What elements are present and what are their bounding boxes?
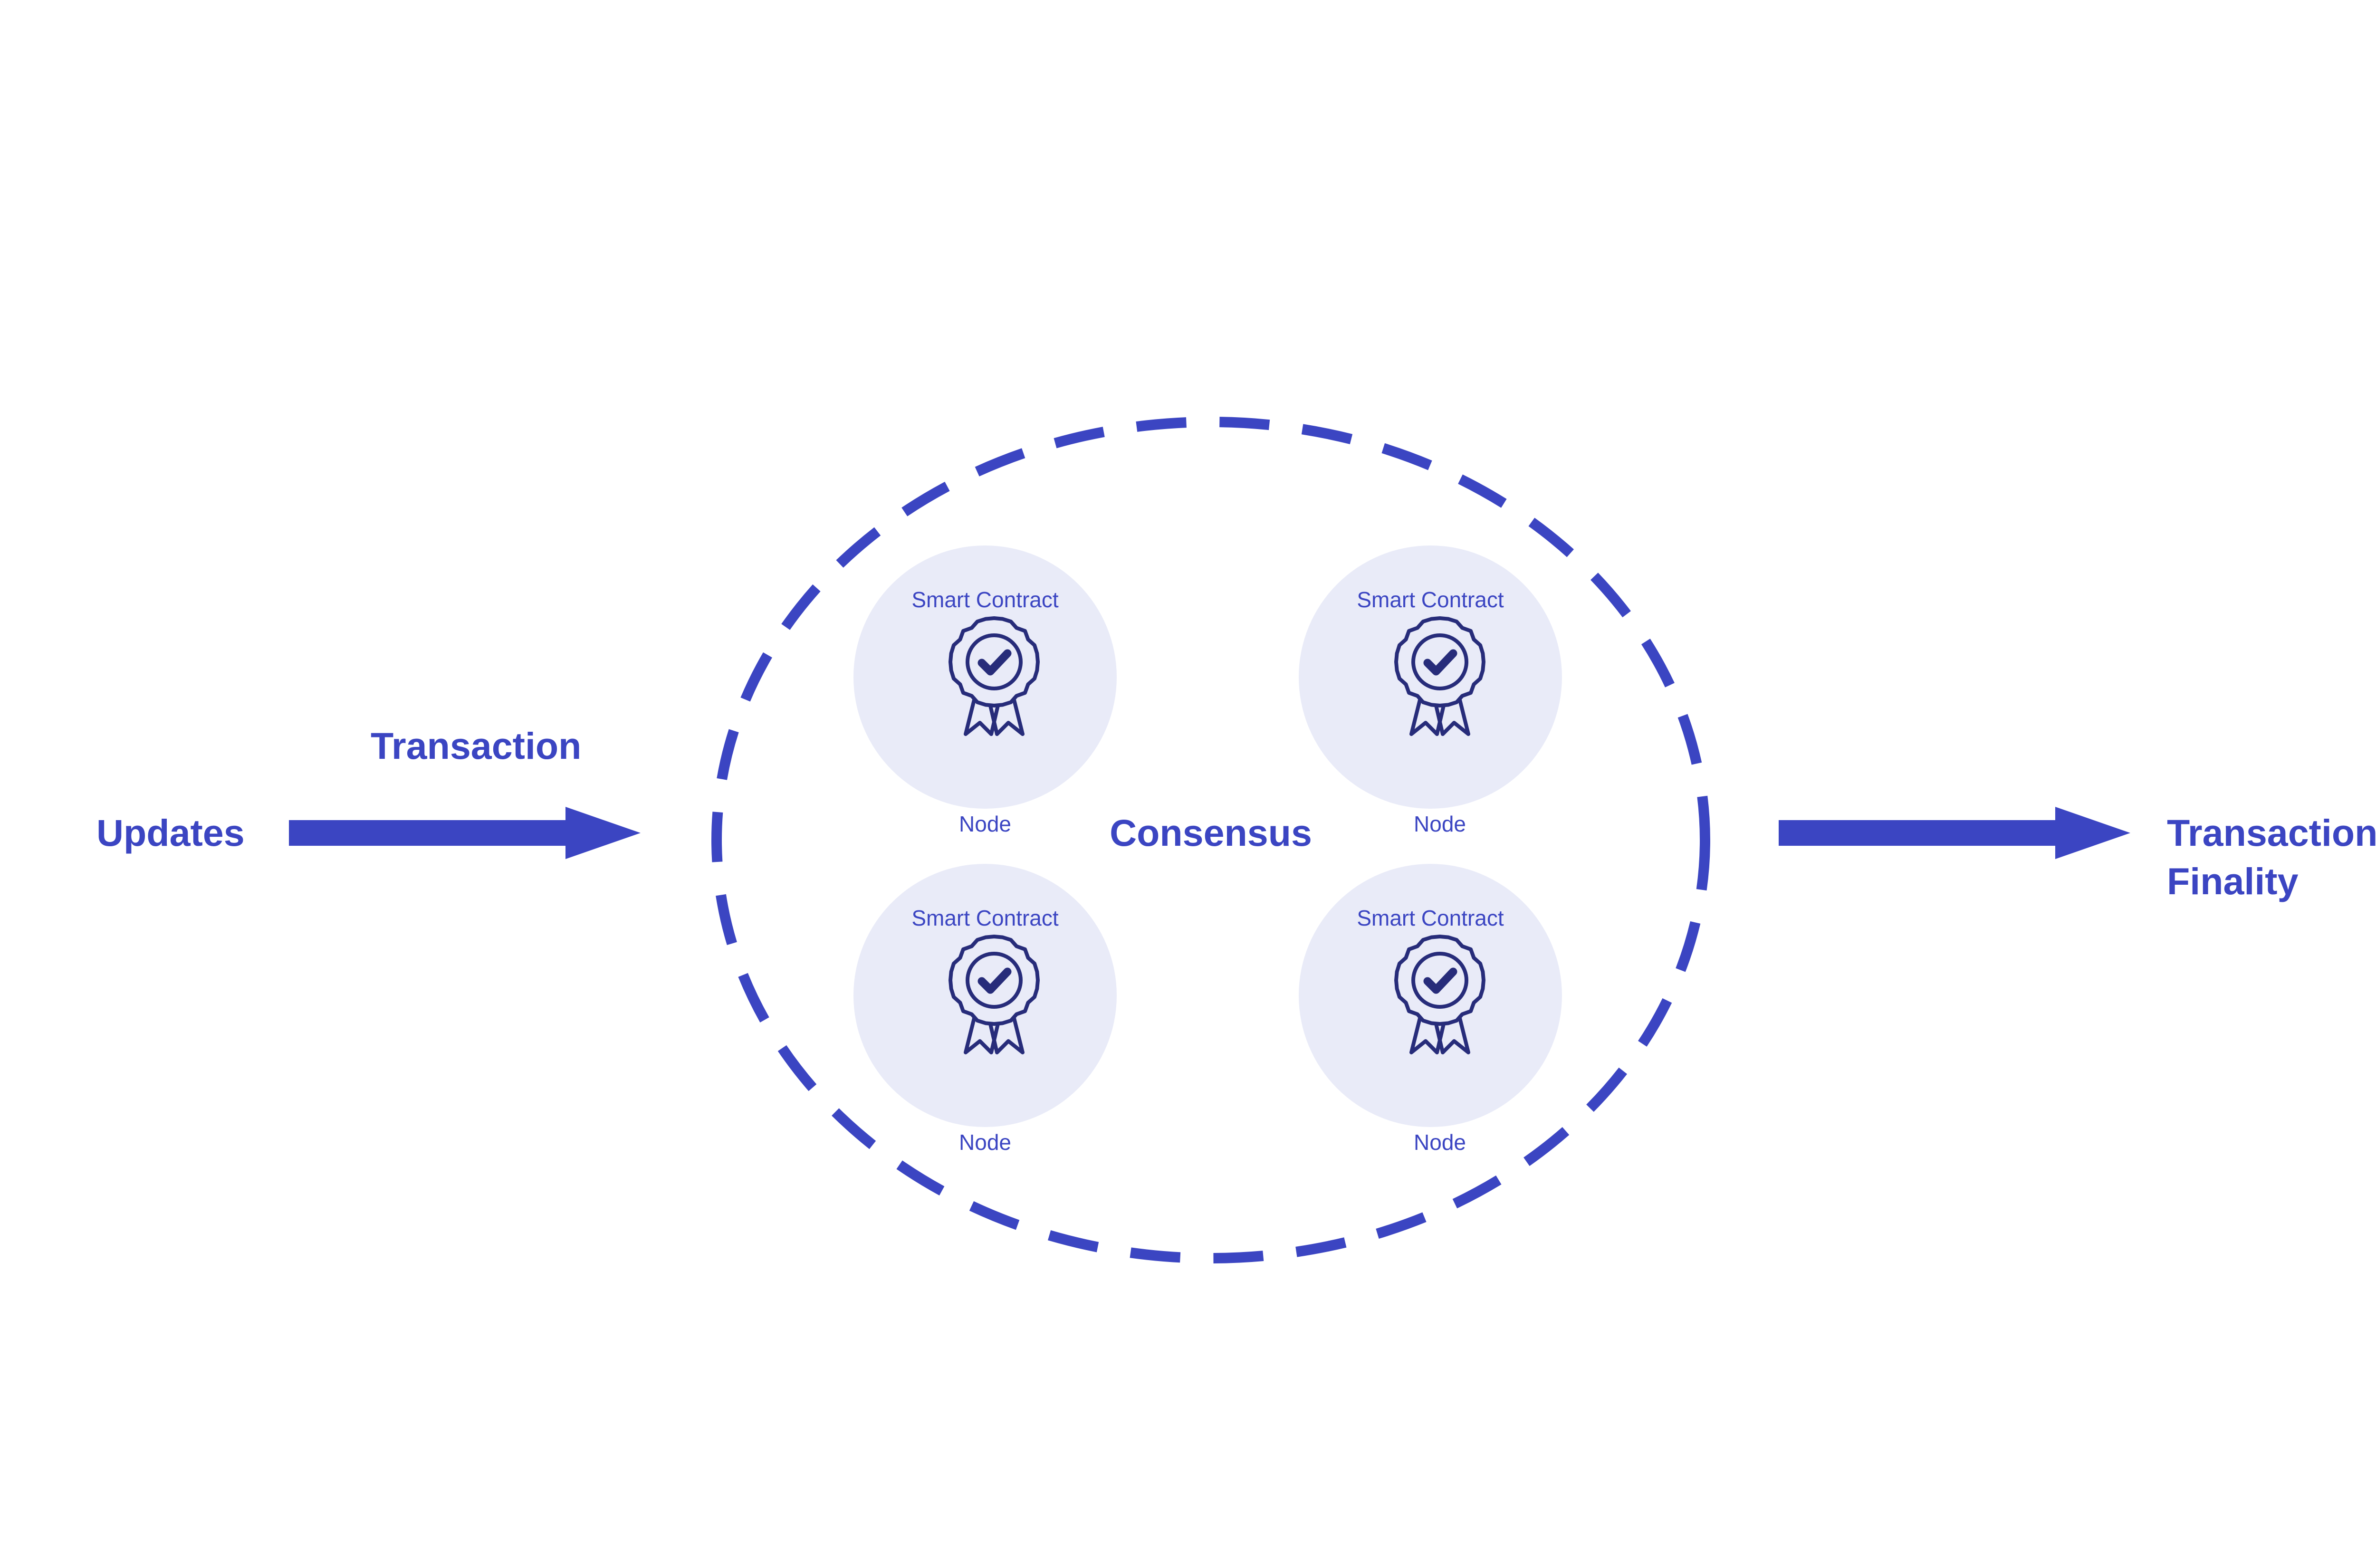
consensus-label: Consensus xyxy=(1110,812,1312,854)
outgoing-finality-arrow xyxy=(1779,807,2130,859)
smart-contract-label: Smart Contract xyxy=(1357,587,1504,612)
consensus-boundary xyxy=(711,417,1710,1263)
smart-contract-label: Smart Contract xyxy=(1357,906,1504,930)
node-circle xyxy=(853,864,1117,1127)
transaction-finality-label-line2: Finality xyxy=(2167,860,2299,902)
transaction-label: Transaction xyxy=(371,725,581,767)
node-label: Node xyxy=(1414,812,1466,836)
node-4: Smart Contract Node xyxy=(1299,864,1562,1155)
transaction-finality-label-line1: Transaction xyxy=(2167,812,2376,854)
incoming-transaction-arrow xyxy=(289,807,641,859)
updates-label: Updates xyxy=(96,812,245,854)
smart-contract-label: Smart Contract xyxy=(911,587,1059,612)
node-3: Smart Contract Node xyxy=(853,864,1117,1155)
node-label: Node xyxy=(1414,1130,1466,1155)
node-label: Node xyxy=(959,812,1011,836)
node-1: Smart Contract Node xyxy=(853,545,1117,836)
smart-contract-label: Smart Contract xyxy=(911,906,1059,930)
node-label: Node xyxy=(959,1130,1011,1155)
node-circle xyxy=(1299,545,1562,809)
node-circle xyxy=(853,545,1117,809)
node-circle xyxy=(1299,864,1562,1127)
node-2: Smart Contract Node xyxy=(1299,545,1562,836)
